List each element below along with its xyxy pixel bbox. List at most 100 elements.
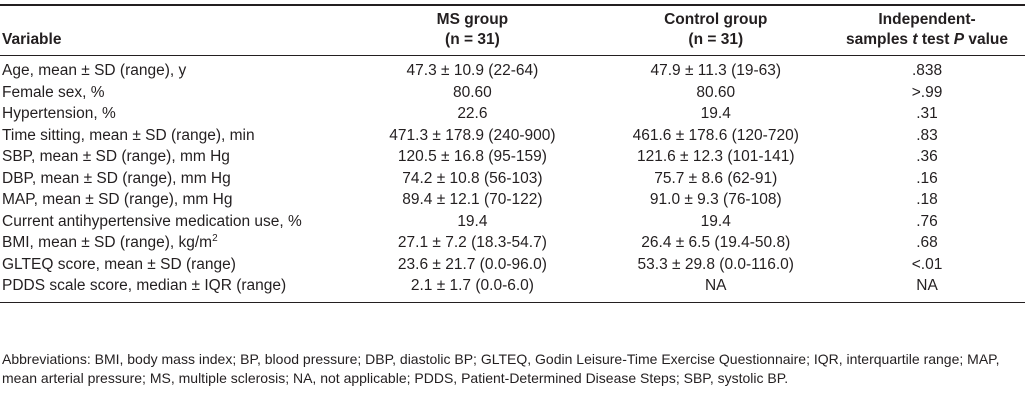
cell-text: 80.60 (696, 83, 736, 101)
table-cell: 26.4 ± 6.5 (19.4-50.8) (602, 232, 829, 254)
header-text: test (917, 31, 954, 48)
table-row: MAP, mean ± SD (range), mm Hg 89.4 ± 12.1… (0, 189, 1025, 211)
header-text: (n = 31) (688, 31, 744, 48)
cell-text: <.01 (911, 255, 943, 273)
table-cell: 120.5 ± 16.8 (95-159) (342, 146, 602, 168)
table-cell: .68 (829, 232, 1025, 254)
cell-text: 47.9 ± 11.3 (19-63) (650, 62, 782, 79)
table-row: PDDS scale score, median ± IQR (range) 2.… (0, 275, 1025, 302)
cell-text: .83 (916, 126, 938, 144)
table-cell: 19.4 (602, 103, 829, 125)
table-cell: DBP, mean ± SD (range), mm Hg (0, 168, 342, 190)
table-cell: PDDS scale score, median ± IQR (range) (0, 275, 342, 302)
cell-text: 75.7 ± 8.6 (62-91) (654, 169, 778, 187)
header-text: Control group (664, 11, 768, 28)
cell-text: 91.0 ± 9.3 (76-108) (649, 191, 782, 208)
cell-text: 2.1 ± 1.7 (0.0-6.0) (410, 277, 534, 294)
cell-text: Hypertension, % (2, 105, 116, 122)
cell-text: NA (704, 277, 727, 294)
data-table: Variable MS group (n = 31) Control group (… (0, 4, 1025, 303)
header-cell: Independent-samples t test P value (829, 5, 1025, 56)
header-text: samples (846, 31, 913, 48)
cell-text: .36 (916, 148, 938, 165)
table-cell: 121.6 ± 12.3 (101-141) (602, 146, 829, 168)
cell-text: .68 (916, 234, 938, 251)
cell-text: Female sex, % (2, 83, 105, 101)
table-cell: 47.9 ± 11.3 (19-63) (602, 56, 829, 82)
table-cell: 75.7 ± 8.6 (62-91) (602, 168, 829, 190)
cell-text: 461.6 ± 178.6 (120-720) (632, 126, 799, 144)
cell-text: 120.5 ± 16.8 (95-159) (397, 148, 547, 165)
table-cell: 80.60 (602, 82, 829, 104)
table-cell: <.01 (829, 254, 1025, 276)
table-cell: Female sex, % (0, 82, 342, 104)
cell-text: 80.60 (453, 83, 492, 101)
table-cell: BMI, mean ± SD (range), kg/m2 (0, 232, 342, 254)
cell-text: 74.2 ± 10.8 (56-103) (402, 169, 543, 187)
cell-text: 47.3 ± 10.9 (22-64) (406, 62, 539, 79)
cell-text: .16 (916, 169, 938, 187)
header-text: MS group (436, 11, 509, 28)
cell-text: 19.4 (457, 212, 488, 230)
header-text: t (912, 31, 918, 48)
cell-text: .838 (911, 62, 943, 79)
table-row: Hypertension, % 22.6 19.4 .31 (0, 103, 1025, 125)
table-cell: 471.3 ± 178.9 (240-900) (342, 125, 602, 147)
table-cell: SBP, mean ± SD (range), mm Hg (0, 146, 342, 168)
cell-text: >.99 (911, 83, 943, 101)
table-cell: 2.1 ± 1.7 (0.0-6.0) (342, 275, 602, 302)
table-cell: 80.60 (342, 82, 602, 104)
footnote: Abbreviations: BMI, body mass index; BP,… (2, 351, 1000, 386)
cell-text: 89.4 ± 12.1 (70-122) (402, 191, 543, 208)
table-cell: .36 (829, 146, 1025, 168)
cell-text: SBP, mean ± SD (range), mm Hg (2, 148, 230, 165)
cell-text: PDDS scale score, median ± IQR (range) (2, 277, 287, 294)
header-text: P (953, 31, 965, 48)
cell-text: 53.3 ± 29.8 (0.0-116.0) (637, 255, 794, 273)
cell-text: 27.1 ± 7.2 (18.3-54.7) (397, 234, 547, 251)
header-cell: Control group (n = 31) (602, 5, 829, 56)
table-cell: 89.4 ± 12.1 (70-122) (342, 189, 602, 211)
table-cell: 53.3 ± 29.8 (0.0-116.0) (602, 254, 829, 276)
table-cell: MAP, mean ± SD (range), mm Hg (0, 189, 342, 211)
cell-text: DBP, mean ± SD (range), mm Hg (2, 169, 231, 187)
table-row: SBP, mean ± SD (range), mm Hg 120.5 ± 16.… (0, 146, 1025, 168)
table-cell: .83 (829, 125, 1025, 147)
table-cell: .76 (829, 211, 1025, 233)
table-cell: 23.6 ± 21.7 (0.0-96.0) (342, 254, 602, 276)
header-row: Variable MS group (n = 31) Control group (… (0, 5, 1025, 56)
table-cell: 19.4 (602, 211, 829, 233)
header-cell: MS group (n = 31) (342, 5, 602, 56)
table-body: Age, mean ± SD (range), y 47.3 ± 10.9 (22… (0, 56, 1025, 302)
table-cell: GLTEQ score, mean ± SD (range) (0, 254, 342, 276)
cell-text: 19.4 (700, 105, 731, 122)
cell-text: 26.4 ± 6.5 (19.4-50.8) (641, 234, 791, 251)
table-cell: Hypertension, % (0, 103, 342, 125)
table-row: DBP, mean ± SD (range), mm Hg 74.2 ± 10.8… (0, 168, 1025, 190)
table-cell: Age, mean ± SD (range), y (0, 56, 342, 82)
table-row: BMI, mean ± SD (range), kg/m2 27.1 ± 7.2 … (0, 232, 1025, 254)
table-cell: >.99 (829, 82, 1025, 104)
table-row: GLTEQ score, mean ± SD (range) 23.6 ± 21.… (0, 254, 1025, 276)
table-cell: NA (829, 275, 1025, 302)
header-cell: Variable (0, 5, 342, 56)
table-row: Female sex, % 80.60 80.60 >.99 (0, 82, 1025, 104)
cell-text: NA (916, 277, 938, 294)
table-cell: Current antihypertensive medication use,… (0, 211, 342, 233)
cell-text: Time sitting, mean ± SD (range), min (2, 126, 255, 144)
cell-text: .18 (916, 191, 938, 208)
table-cell: Time sitting, mean ± SD (range), min (0, 125, 342, 147)
header-text: value (964, 31, 1009, 48)
cell-text: MAP, mean ± SD (range), mm Hg (2, 191, 233, 208)
table-row: Time sitting, mean ± SD (range), min 471.… (0, 125, 1025, 147)
header-text: (n = 31) (445, 31, 500, 48)
table-cell: .838 (829, 56, 1025, 82)
table-cell: 19.4 (342, 211, 602, 233)
table-cell: .16 (829, 168, 1025, 190)
superscript: 2 (212, 232, 218, 244)
cell-text: .76 (916, 212, 938, 230)
table-cell: 91.0 ± 9.3 (76-108) (602, 189, 829, 211)
table-cell: 74.2 ± 10.8 (56-103) (342, 168, 602, 190)
table-cell: 461.6 ± 178.6 (120-720) (602, 125, 829, 147)
